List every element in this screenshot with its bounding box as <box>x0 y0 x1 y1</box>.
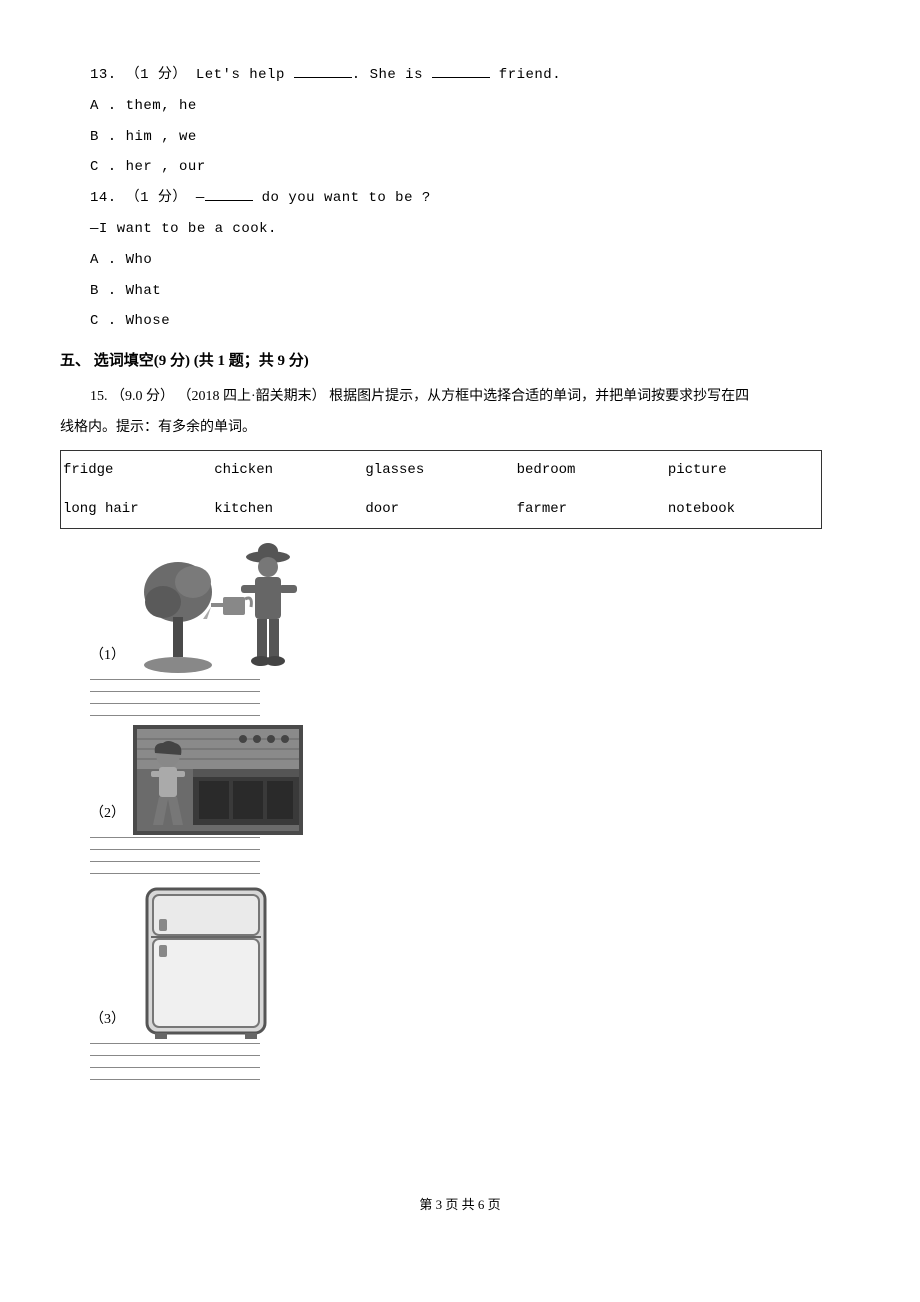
q14-number: 14. <box>90 190 117 206</box>
q15-sub1: （1） <box>60 537 860 677</box>
q14-option-c[interactable]: C . Whose <box>60 306 860 337</box>
q13-points: （1 分） <box>126 67 187 83</box>
word-cell: door <box>365 494 516 525</box>
page-footer: 第 3 页 共 6 页 <box>60 1191 860 1220</box>
q14-points: （1 分） <box>126 190 187 206</box>
q13-text2: . She is <box>352 67 432 83</box>
word-cell: kitchen <box>214 494 365 525</box>
q15-sub3: （3） <box>60 883 860 1041</box>
q14-text2: do you want to be ? <box>253 190 431 206</box>
q13-option-a[interactable]: A . them, he <box>60 91 860 122</box>
q14-option-b[interactable]: B . What <box>60 276 860 307</box>
word-cell: glasses <box>365 455 516 486</box>
q15-sub3-image <box>133 883 279 1041</box>
q13-option-c[interactable]: C . her , our <box>60 152 860 183</box>
q15-sub3-answer-lines[interactable] <box>90 1043 260 1081</box>
q15-source: （2018 四上·韶关期末） <box>178 389 326 404</box>
q15-points: （9.0 分） <box>111 389 174 404</box>
word-cell: picture <box>668 455 819 486</box>
q14-option-a[interactable]: A . Who <box>60 245 860 276</box>
q14-text1: — <box>196 190 205 206</box>
word-cell: fridge <box>63 455 214 486</box>
q15-sub1-image <box>133 537 325 677</box>
q15-sub2-number: （2） <box>60 799 133 836</box>
word-cell: long hair <box>63 494 214 525</box>
q15-sub1-answer-lines[interactable] <box>90 679 260 717</box>
q15-instr1: 根据图片提示，从方框中选择合适的单词，并把单词按要求抄写在四 <box>329 389 749 404</box>
q15-sub1-number: （1） <box>60 641 133 678</box>
q14-blank[interactable] <box>205 186 253 201</box>
q15-sub2-answer-lines[interactable] <box>90 837 260 875</box>
q13-number: 13. <box>90 67 117 83</box>
q15-sub3-number: （3） <box>60 1005 133 1042</box>
q13-stem: 13. （1 分） Let's help . She is friend. <box>60 60 860 91</box>
q15-number: 15. <box>90 389 108 404</box>
section5-heading: 五、 选词填空(9 分) (共 1 题；共 9 分) <box>60 345 860 378</box>
q13-option-b[interactable]: B . him , we <box>60 122 860 153</box>
q15-sub2-image <box>133 725 303 835</box>
q15-instruction-line2: 线格内。提示：有多余的单词。 <box>60 413 860 444</box>
word-bank-row2: long hair kitchen door farmer notebook <box>61 490 821 529</box>
q15-instruction-line1: 15. （9.0 分） （2018 四上·韶关期末） 根据图片提示，从方框中选择… <box>60 382 860 413</box>
q15-sub2: （2） <box>60 725 860 835</box>
word-bank-box: fridge chicken glasses bedroom picture l… <box>60 450 822 530</box>
word-bank-row1: fridge chicken glasses bedroom picture <box>61 451 821 490</box>
q13-text1: Let's help <box>196 67 294 83</box>
word-cell: bedroom <box>517 455 668 486</box>
word-cell: chicken <box>214 455 365 486</box>
q13-blank2[interactable] <box>432 63 490 78</box>
word-cell: notebook <box>668 494 819 525</box>
q14-response: —I want to be a cook. <box>60 214 860 245</box>
word-cell: farmer <box>517 494 668 525</box>
q13-blank1[interactable] <box>294 63 352 78</box>
q13-text3: friend. <box>490 67 561 83</box>
q14-stem: 14. （1 分） — do you want to be ? <box>60 183 860 214</box>
